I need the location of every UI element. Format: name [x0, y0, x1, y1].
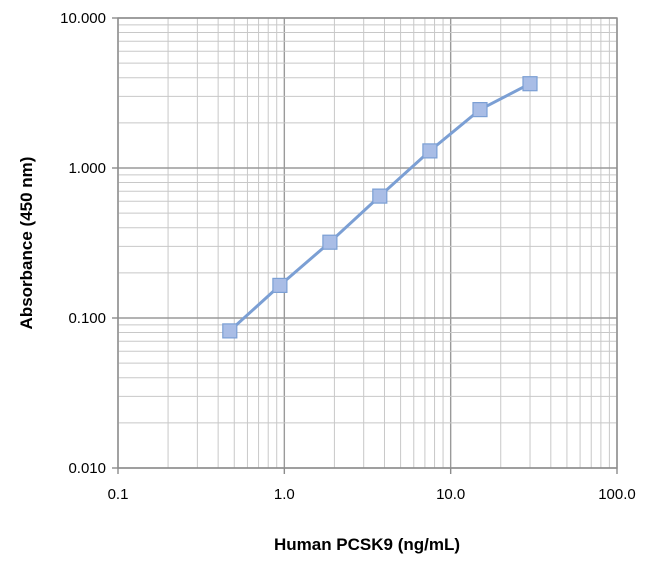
y-tick-label: 1.000 — [68, 160, 106, 177]
y-tick-label: 0.010 — [68, 460, 106, 477]
series — [222, 76, 538, 339]
data-point-marker — [372, 188, 388, 204]
tick-labels: 0.1 1.0 10.0 100.0 0.010 0.100 1.000 10.000 — [60, 10, 636, 503]
x-tick-label: 1.0 — [274, 486, 295, 503]
x-axis-title: Human PCSK9 (ng/mL) — [274, 535, 460, 554]
series-line — [228, 82, 532, 333]
x-tick-label: 100.0 — [598, 486, 636, 503]
data-point-marker — [322, 234, 338, 250]
x-tick-label: 0.1 — [108, 486, 129, 503]
grid — [117, 17, 618, 469]
data-point-marker — [522, 76, 538, 92]
plot-frame — [117, 17, 618, 469]
data-point-marker — [422, 143, 438, 159]
x-tick-label: 10.0 — [436, 486, 465, 503]
data-point-marker — [222, 323, 238, 339]
data-point-marker — [272, 277, 288, 293]
y-tick-label: 0.100 — [68, 310, 106, 327]
data-point-marker — [472, 101, 488, 118]
y-axis-title: Absorbance (450 nm) — [17, 157, 36, 330]
axes — [112, 17, 618, 474]
y-tick-label: 10.000 — [60, 10, 106, 27]
